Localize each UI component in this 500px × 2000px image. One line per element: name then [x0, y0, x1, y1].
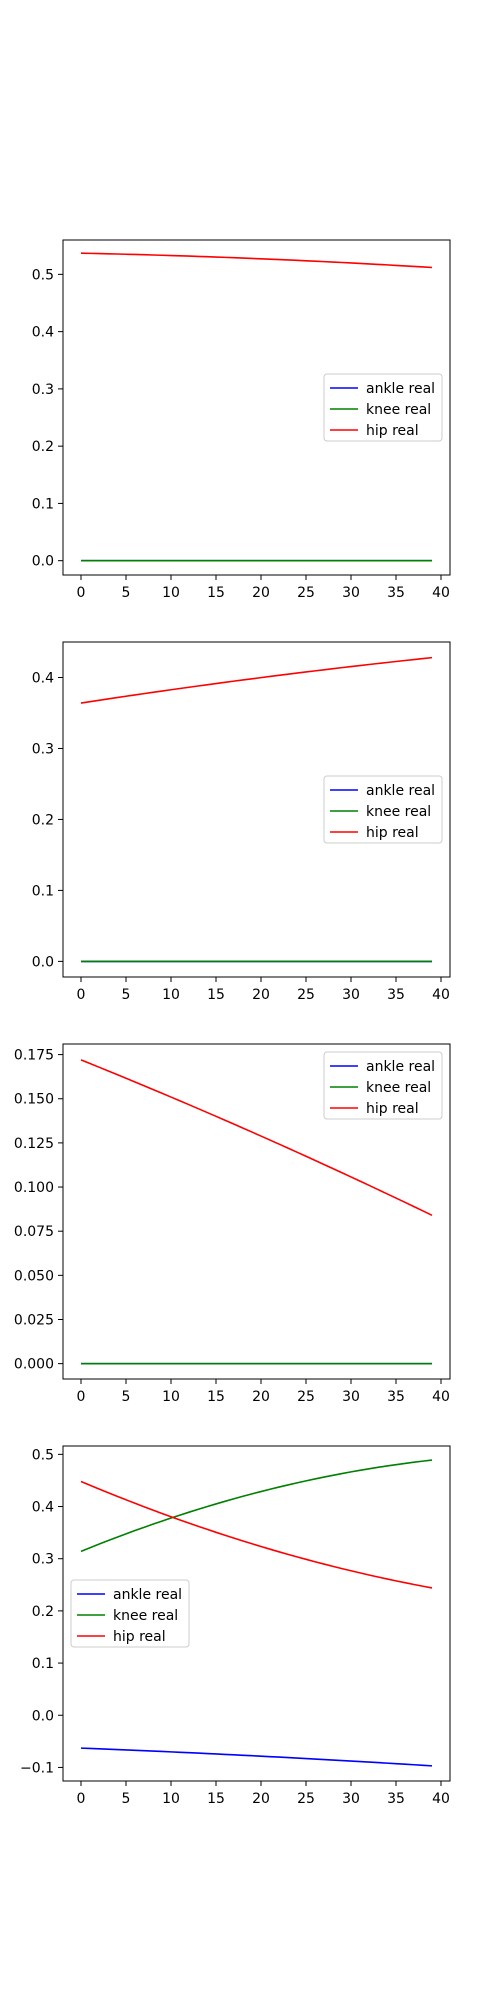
y-tick-label: 0.0 [32, 1708, 54, 1724]
y-tick-label: 0.0 [32, 554, 54, 570]
x-tick-label: 30 [342, 987, 360, 1003]
x-tick-label: 30 [342, 585, 360, 601]
y-tick-label: 0.2 [32, 1604, 54, 1620]
x-tick-label: 10 [162, 1791, 180, 1807]
series-line-knee-real [80, 1459, 433, 1553]
y-tick-label: 0.025 [14, 1312, 54, 1328]
y-tick-label: 0.4 [32, 325, 54, 341]
x-tick-label: 20 [252, 1389, 270, 1405]
axes-frame [62, 1043, 451, 1380]
x-tick-label: 0 [77, 585, 86, 601]
legend-label: knee real [366, 804, 431, 820]
y-tick-label: 0.3 [32, 741, 54, 757]
x-tick-label: 10 [162, 987, 180, 1003]
y-tick-label: 0.0 [32, 954, 54, 970]
x-tick-label: 15 [207, 1389, 225, 1405]
x-tick-label: 15 [207, 1791, 225, 1807]
legend-label: ankle real [113, 1587, 182, 1603]
y-tick-label: 0.3 [32, 1552, 54, 1568]
y-tick-label: −0.1 [20, 1760, 54, 1776]
legend-label: ankle real [366, 783, 435, 799]
x-tick-label: 5 [122, 987, 131, 1003]
x-tick-label: 0 [77, 1389, 86, 1405]
y-tick-label: 0.5 [32, 1447, 54, 1463]
legend-label: knee real [366, 402, 431, 418]
legend-label: knee real [113, 1608, 178, 1624]
x-tick-label: 5 [122, 1791, 131, 1807]
x-tick-label: 30 [342, 1389, 360, 1405]
x-tick-label: 10 [162, 585, 180, 601]
x-tick-label: 25 [297, 585, 315, 601]
legend: ankle real knee real hip real [70, 1579, 190, 1648]
x-tick-label: 40 [432, 1791, 450, 1807]
legend-label: hip real [113, 1629, 166, 1645]
x-tick-label: 25 [297, 987, 315, 1003]
x-tick-label: 40 [432, 585, 450, 601]
legend-box [323, 373, 443, 442]
x-tick-label: 10 [162, 1389, 180, 1405]
series-line-hip-real [80, 1480, 433, 1589]
y-tick-label: 0.2 [32, 439, 54, 455]
x-tick-label: 35 [387, 1389, 405, 1405]
x-tick-label: 40 [432, 1389, 450, 1405]
x-tick-label: 25 [297, 1389, 315, 1405]
legend-label: hip real [366, 423, 419, 439]
x-tick-label: 0 [77, 987, 86, 1003]
axes-frame [62, 1445, 451, 1782]
y-tick-label: 0.125 [14, 1136, 54, 1152]
x-tick-label: 5 [122, 1389, 131, 1405]
x-tick-label: 35 [387, 1791, 405, 1807]
x-tick-label: 0 [77, 1791, 86, 1807]
chart-2: 0 5 10 15 20 25 30 35 40 0.0 0.1 0.2 0.3 0.4 ankle rea… [32, 641, 451, 1003]
x-tick-label: 35 [387, 987, 405, 1003]
x-tick-label: 5 [122, 585, 131, 601]
chart-1: 0 5 10 15 20 25 30 35 40 0.0 0.1 0.2 0.3 0.4 0.5 ankle … [32, 239, 451, 601]
x-tick-label: 15 [207, 987, 225, 1003]
series-line-hip-real [80, 656, 433, 704]
legend-box [323, 1051, 443, 1120]
series-line-ankle-real [80, 1747, 433, 1767]
legend: ankle real knee real hip real [323, 1051, 443, 1120]
y-tick-label: 0.050 [14, 1268, 54, 1284]
legend-box [323, 775, 443, 844]
y-tick-label: 0.5 [32, 267, 54, 283]
x-tick-label: 35 [387, 585, 405, 601]
x-tick-label: 25 [297, 1791, 315, 1807]
y-tick-label: 0.3 [32, 382, 54, 398]
y-tick-label: 0.100 [14, 1180, 54, 1196]
axes-frame [62, 641, 451, 978]
y-tick-label: 0.075 [14, 1224, 54, 1240]
x-tick-label: 20 [252, 1791, 270, 1807]
y-tick-label: 0.2 [32, 812, 54, 828]
legend-label: ankle real [366, 1059, 435, 1075]
x-tick-label: 20 [252, 585, 270, 601]
legend: ankle real knee real hip real [323, 775, 443, 844]
legend-label: hip real [366, 1101, 419, 1117]
chart-3: 0 5 10 15 20 25 30 35 40 0.000 0.025 0.050 0.075 0.10… [14, 1043, 451, 1405]
x-tick-label: 15 [207, 585, 225, 601]
axes-frame [62, 239, 451, 576]
y-tick-label: 0.1 [32, 1656, 54, 1672]
legend-label: ankle real [366, 381, 435, 397]
y-tick-label: 0.1 [32, 883, 54, 899]
x-tick-label: 40 [432, 987, 450, 1003]
y-tick-label: 0.000 [14, 1357, 54, 1373]
x-tick-label: 30 [342, 1791, 360, 1807]
legend-box [70, 1579, 190, 1648]
series-line-hip-real [80, 252, 433, 269]
y-tick-label: 0.4 [32, 670, 54, 686]
y-tick-label: 0.4 [32, 1500, 54, 1516]
x-tick-label: 20 [252, 987, 270, 1003]
series-line-hip-real [80, 1059, 433, 1217]
y-tick-label: 0.150 [14, 1092, 54, 1108]
legend: ankle real knee real hip real [323, 373, 443, 442]
chart-4: 0 5 10 15 20 25 30 35 40 −0.1 0.0 0.1 0.2 0.3 0.4 0.5 an… [20, 1445, 451, 1807]
legend-label: knee real [366, 1080, 431, 1096]
y-tick-label: 0.175 [14, 1048, 54, 1064]
legend-label: hip real [366, 825, 419, 841]
y-tick-label: 0.1 [32, 496, 54, 512]
